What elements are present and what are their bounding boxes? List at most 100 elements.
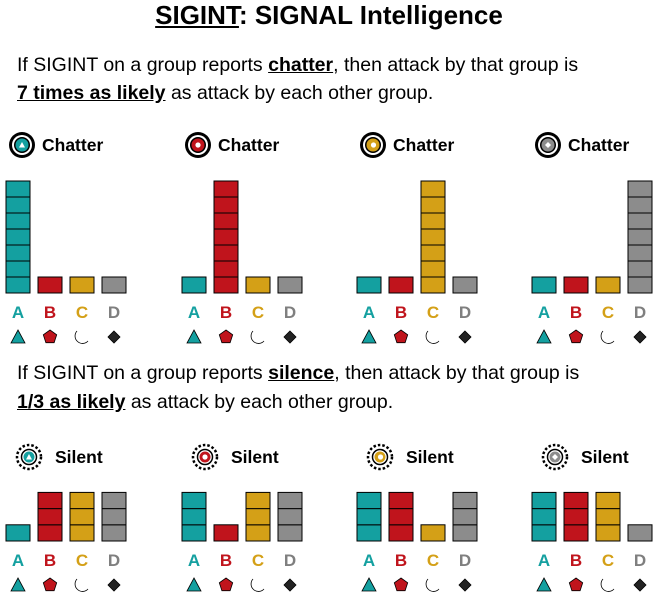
group-crescent-icon (425, 330, 440, 344)
bar-a (5, 180, 31, 294)
title-sigint: SIGINT (155, 0, 239, 30)
bar-a (531, 491, 557, 542)
bar-d (101, 276, 127, 294)
group-letter-c: C (602, 551, 614, 570)
chatter-rule-line-2: 7 times as likely as attack by each othe… (17, 79, 433, 107)
group-pentagon-icon (568, 329, 584, 344)
bar-b (563, 491, 589, 542)
group-letter-b: B (570, 303, 582, 322)
group-crescent-icon (600, 578, 615, 592)
silent-target-icon (191, 443, 219, 471)
group-letter-a: A (538, 303, 550, 322)
bar-b (213, 180, 239, 294)
chatter-panel-a: Chatter A B C D (5, 132, 127, 344)
group-diamond-icon (283, 330, 297, 344)
rule-text: , then attack by that group is (334, 362, 580, 384)
group-letter-b: B (220, 303, 232, 322)
group-crescent-icon (425, 578, 440, 592)
rule-text: , then attack by that group is (333, 54, 579, 76)
group-pentagon-icon (42, 577, 58, 592)
panel-label: Silent (406, 447, 454, 467)
group-letter-d: D (634, 551, 646, 570)
bar-b (388, 276, 414, 294)
title-rest: : SIGNAL Intelligence (238, 0, 503, 30)
group-letter-a: A (12, 551, 24, 570)
rule-text: If SIGINT on a group reports (17, 362, 269, 384)
bar-b (37, 276, 63, 294)
bar-b (213, 524, 239, 542)
bar-a (356, 276, 382, 294)
panel-label: Silent (581, 447, 629, 467)
group-diamond-icon (458, 578, 472, 592)
bar-c (69, 491, 95, 542)
rule-text: as attack by each other group. (165, 82, 434, 104)
group-crescent-icon (250, 330, 265, 344)
group-letter-a: A (538, 551, 550, 570)
group-letter-a: A (363, 551, 375, 570)
bar-d (452, 276, 478, 294)
group-letter-d: D (459, 303, 471, 322)
silent-target-icon (541, 443, 569, 471)
group-triangle-icon (186, 577, 202, 592)
group-triangle-icon (361, 329, 377, 344)
group-diamond-icon (107, 330, 121, 344)
group-letter-a: A (12, 303, 24, 322)
group-letter-c: C (252, 303, 264, 322)
group-letter-b: B (220, 551, 232, 570)
group-letter-b: B (44, 303, 56, 322)
chatter-panel-c: Chatter A B C D (356, 132, 478, 344)
group-diamond-icon (283, 578, 297, 592)
group-crescent-icon (74, 330, 89, 344)
bar-c (595, 491, 621, 542)
bar-c (245, 276, 271, 294)
bar-d (277, 491, 303, 542)
group-letter-d: D (284, 303, 296, 322)
bar-c (420, 524, 446, 542)
silent-target-icon (366, 443, 394, 471)
bar-a (356, 491, 382, 542)
group-letter-c: C (76, 303, 88, 322)
group-letter-b: B (44, 551, 56, 570)
group-triangle-icon (10, 577, 26, 592)
silence-rule-line-2: 1/3 as likely as attack by each other gr… (17, 388, 393, 416)
bar-c (595, 276, 621, 294)
bar-c (420, 180, 446, 294)
group-triangle-icon (186, 329, 202, 344)
group-crescent-icon (74, 578, 89, 592)
panel-label: Silent (55, 447, 103, 467)
chatter-panel-b: Chatter A B C D (181, 132, 303, 344)
bar-a (181, 491, 207, 542)
chatter-target-icon (360, 132, 386, 158)
bar-d (277, 276, 303, 294)
group-pentagon-icon (568, 577, 584, 592)
bar-b (388, 491, 414, 542)
bar-a (5, 524, 31, 542)
group-letter-d: D (634, 303, 646, 322)
group-letter-c: C (252, 551, 264, 570)
group-letter-a: A (188, 303, 200, 322)
group-diamond-icon (107, 578, 121, 592)
group-triangle-icon (536, 577, 552, 592)
panel-label: Silent (231, 447, 279, 467)
group-diamond-icon (458, 330, 472, 344)
group-letter-b: B (570, 551, 582, 570)
group-letter-d: D (284, 551, 296, 570)
group-triangle-icon (10, 329, 26, 344)
bar-c (245, 491, 271, 542)
page-title: SIGINT: SIGNAL Intelligence (0, 0, 658, 30)
group-pentagon-icon (393, 329, 409, 344)
silent-target-icon (15, 443, 43, 471)
silent-panel-a: Silent A B C D (5, 443, 127, 592)
group-triangle-icon (361, 577, 377, 592)
group-letter-a: A (363, 303, 375, 322)
rule-text: as attack by each other group. (125, 391, 394, 413)
group-pentagon-icon (393, 577, 409, 592)
bar-d (101, 491, 127, 542)
chatter-target-icon (535, 132, 561, 158)
bar-d (627, 524, 653, 542)
chatter-target-icon (9, 132, 35, 158)
rule-emphasis-7x: 7 times as likely (17, 82, 166, 104)
group-diamond-icon (633, 330, 647, 344)
rule-emphasis-third: 1/3 as likely (17, 391, 126, 413)
bar-b (563, 276, 589, 294)
